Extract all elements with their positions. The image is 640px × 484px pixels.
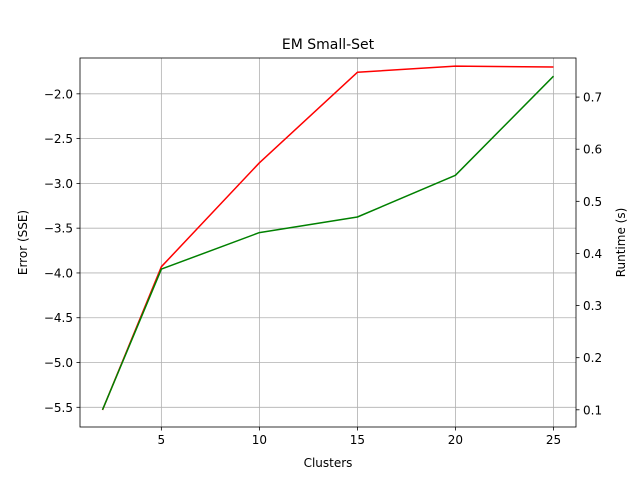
x-tick-label: 20 [448,433,463,447]
x-tick-label: 10 [252,433,267,447]
y2-tick-label: 0.4 [583,247,602,261]
chart-title: EM Small-Set [282,37,375,53]
y2-tick-label: 0.7 [583,91,602,105]
y2-tick-label: 0.5 [583,195,602,209]
y2-tick-label: 0.2 [583,351,602,365]
y-axis-label: Error (SSE) [16,210,30,275]
y2-tick-label: 0.6 [583,143,602,157]
x-tick-label: 5 [158,433,166,447]
y-tick-label: −5.0 [44,356,73,370]
y-tick-label: −4.5 [44,311,73,325]
x-tick-label: 15 [350,433,365,447]
y-tick-label: −2.5 [44,132,73,146]
y-tick-label: −4.0 [44,266,73,280]
y2-axis-label: Runtime (s) [614,208,628,278]
y-tick-label: −3.0 [44,177,73,191]
y-tick-label: −3.5 [44,222,73,236]
x-tick-label: 25 [546,433,561,447]
x-axis-label: Clusters [304,456,353,470]
y2-tick-label: 0.1 [583,403,602,417]
y-tick-label: −5.5 [44,401,73,415]
y2-tick-label: 0.3 [583,299,602,313]
y-tick-label: −2.0 [44,87,73,101]
